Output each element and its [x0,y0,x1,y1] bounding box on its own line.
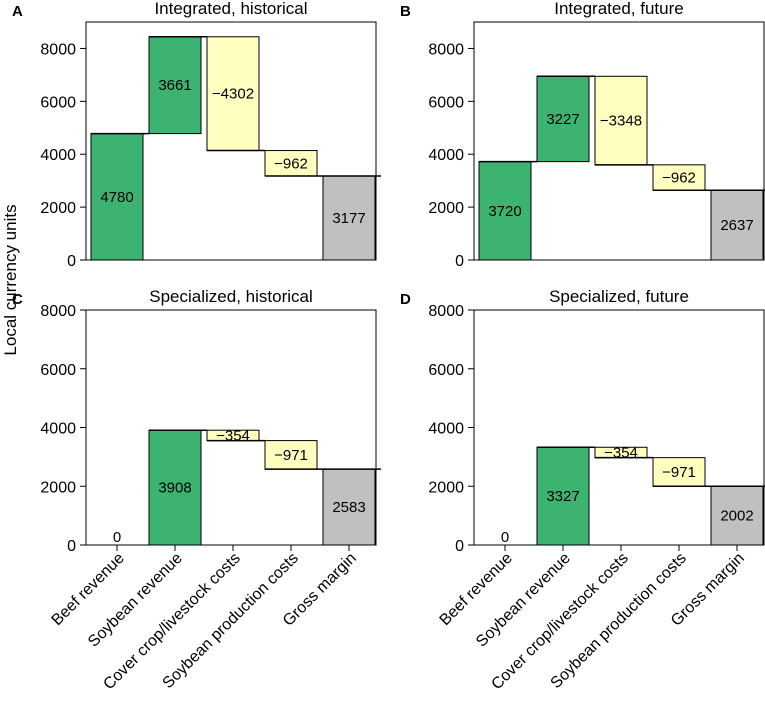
panel-d-bar-soybean-production-costs [652,457,706,487]
panel-b-bar-soybean-revenue [536,75,590,163]
panel-d-bar-soybean-revenue [536,446,590,546]
panel-a-ytick-label-0: 0 [67,253,76,270]
panel-d-value-gross-margin: 2002 [720,508,753,525]
panel-b-value-gross-margin: 2637 [720,217,753,234]
panel-c-value-soybean-production-costs: −971 [274,447,308,464]
panel-c-bar-soybean-production-costs [264,440,318,470]
panel-a-bar-cover-crop-livestock-costs [206,36,260,152]
panel-d-ytick-label-0: 0 [455,538,464,555]
panel-d-value-cover-crop-livestock-costs: −354 [604,444,638,461]
panel-c-ytick-label-8000: 8000 [40,303,76,320]
panel-d: Specialized, futureD020004000600080000Be… [400,287,765,693]
panel-c-ytick-label-2000: 2000 [40,479,76,496]
panel-b-ytick-label-6000: 6000 [428,94,464,111]
panel-a: Integrated, historical A 0 2000 4000 6000 8000… [12,0,381,270]
panel-a-value-soybean-revenue: 3661 [158,77,191,94]
panel-b-bar-beef-revenue [478,161,532,261]
panel-b-value-soybean-production-costs: −962 [662,170,696,187]
panel-d-letter: D [400,291,411,308]
panel-b-bar-cover-crop-livestock-costs [594,75,648,166]
panel-b-title: Integrated, future [554,0,683,18]
panel-d-ytick-label-4000: 4000 [428,421,464,438]
panel-c-bar-gross-margin [322,468,376,546]
panel-c-bar-soybean-revenue [148,429,202,546]
y-axis-label: Local currency units [1,204,20,355]
panel-b-ytick-label-8000: 8000 [428,41,464,58]
panel-b-value-soybean-revenue: 3227 [546,111,579,128]
panel-d-title: Specialized, future [549,287,689,306]
panel-b-ytick-label-2000: 2000 [428,200,464,217]
panel-c-title: Specialized, historical [149,287,312,306]
panel-c-ytick-label-0: 0 [67,538,76,555]
panel-d-bar-gross-margin [710,485,764,546]
panel-d-value-soybean-production-costs: −971 [662,464,696,481]
panel-c-value-soybean-revenue: 3908 [158,480,191,497]
panel-a-value-gross-margin: 3177 [332,210,365,227]
panel-b-frame [473,21,765,261]
panel-a-ytick-label-8000: 8000 [40,41,76,58]
panel-d-value-soybean-revenue: 3327 [546,488,579,505]
panel-b-letter: B [400,3,411,20]
panel-a-value-cover-crop-livestock-costs: −4302 [212,86,254,103]
panel-a-letter: A [12,3,23,20]
panel-d-ytick-label-8000: 8000 [428,303,464,320]
panel-b: Integrated, future B 0 2000 4000 6000 8000 3720… [400,0,765,270]
panel-b-bar-gross-margin [710,189,764,261]
panel-d-value-beef-revenue: 0 [501,529,509,546]
panel-a-bar-gross-margin [322,175,376,261]
panel-d-ytick-label-2000: 2000 [428,479,464,496]
panel-a-bar-soybean-revenue [148,36,202,135]
panel-a-ytick-label-2000: 2000 [40,200,76,217]
panel-b-value-beef-revenue: 3720 [488,203,521,220]
panel-c-value-beef-revenue: 0 [113,529,121,546]
panel-a-value-beef-revenue: 4780 [100,189,133,206]
panel-c: Specialized, historical C 0 2000 4000 6000 800… [12,287,381,693]
panel-a-frame [85,21,377,261]
panel-b-ytick-label-0: 0 [455,253,464,270]
panel-a-ytick-label-6000: 6000 [40,94,76,111]
panel-c-value-gross-margin: 2583 [332,499,365,516]
panel-a-title: Integrated, historical [154,0,307,18]
panel-c-ytick-label-6000: 6000 [40,362,76,379]
panel-d-ytick-label-6000: 6000 [428,362,464,379]
panel-a-bar-soybean-production-costs [264,150,318,177]
panel-b-value-cover-crop-livestock-costs: −3348 [600,113,642,130]
panel-c-ytick-label-4000: 4000 [40,421,76,438]
panel-c-letter: C [12,291,23,308]
panel-b-ytick-label-4000: 4000 [428,147,464,164]
panel-a-ytick-label-4000: 4000 [40,147,76,164]
panel-c-value-cover-crop-livestock-costs: −354 [216,427,250,444]
panel-a-value-soybean-production-costs: −962 [274,155,308,172]
